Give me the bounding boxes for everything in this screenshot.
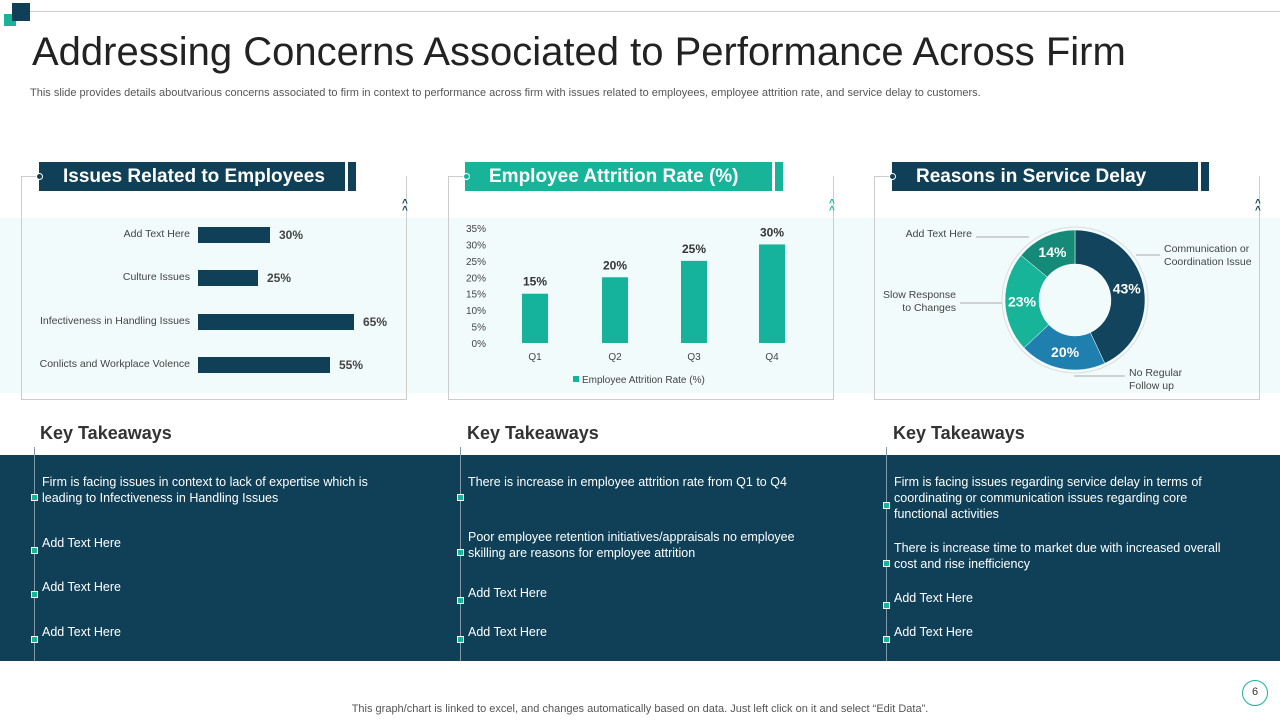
slice-category-label: Slow Response to Changes [883, 289, 956, 314]
bullet-icon [31, 591, 38, 598]
bar-category-label: Add Text Here [123, 228, 190, 240]
legend-label: Employee Attrition Rate (%) [582, 375, 705, 386]
y-tick-label: 0% [472, 339, 487, 350]
y-tick-label: 5% [472, 323, 487, 334]
x-tick-label: Q3 [687, 352, 701, 363]
page-title: Addressing Concerns Associated to Perfor… [32, 30, 1126, 74]
slice-value-label: 43% [1113, 280, 1142, 296]
page-number: 6 [1242, 680, 1268, 706]
bar-value-label: 30% [760, 225, 784, 239]
bullet-icon [31, 636, 38, 643]
slice-value-label: 20% [1051, 344, 1080, 360]
panel-header-service: Reasons in Service Delay [892, 162, 1198, 191]
chevron-up-icon: ^ ^ [402, 198, 408, 216]
bar-value-label: 25% [267, 271, 292, 285]
panel-service [874, 176, 1260, 400]
bar [198, 227, 270, 243]
logo-square-dark [12, 3, 30, 21]
bar [198, 314, 354, 330]
panel-header-attrition: Employee Attrition Rate (%) [465, 162, 772, 191]
chevron-up-icon: ^ ^ [1255, 198, 1261, 216]
bullet-icon [31, 494, 38, 501]
y-tick-label: 15% [466, 290, 486, 301]
takeaway-item: Firm is facing issues regarding service … [894, 475, 1202, 521]
bullet-icon [457, 494, 464, 501]
slice-category-label: Communication or Coordination Issue [1164, 243, 1252, 268]
bar [522, 293, 548, 343]
bar-value-label: 65% [363, 315, 388, 329]
donut-slice [1020, 229, 1076, 278]
slice-category-label: No Regular Follow up [1129, 367, 1183, 392]
bar [602, 277, 628, 343]
page-subtitle: This slide provides details aboutvarious… [30, 87, 981, 99]
takeaway-item: Poor employee retention initiatives/appr… [468, 530, 795, 560]
donut-slice [1074, 229, 1146, 364]
x-tick-label: Q2 [608, 352, 622, 363]
takeaways-heading: Key Takeaways [893, 423, 1025, 443]
divider [30, 11, 1280, 12]
attrition-bar-chart: 0% 5% 10% 15% 20% 25% 30% 35% 15% Q1 20% Q2 25% Q3 30%… [466, 224, 785, 386]
takeaway-line [34, 447, 35, 661]
bar-value-label: 15% [523, 275, 547, 289]
bullet-icon [883, 636, 890, 643]
bar-category-label: Conlicts and Workplace Volence [39, 358, 190, 370]
takeaway-item: Add Text Here [468, 586, 547, 600]
takeaway-item: Add Text Here [468, 625, 547, 639]
bar [681, 260, 707, 343]
bar [198, 357, 330, 373]
y-tick-label: 10% [466, 306, 486, 317]
y-tick-label: 30% [466, 240, 486, 251]
header-dot-icon [889, 173, 896, 180]
bullet-icon [457, 636, 464, 643]
takeaway-item: Add Text Here [42, 580, 121, 594]
x-tick-label: Q4 [765, 352, 779, 363]
footer-note: This graph/chart is linked to excel, and… [351, 703, 929, 715]
bar-value-label: 30% [279, 228, 304, 242]
takeaway-item: There is increase time to market due wit… [894, 541, 1221, 571]
chevron-up-icon: ^ ^ [829, 198, 835, 216]
takeaways-band [0, 455, 1280, 661]
bar [198, 270, 258, 286]
bar-value-label: 20% [603, 258, 627, 272]
takeaway-item: Add Text Here [42, 625, 121, 639]
bar-category-label: Infectiveness in Handling Issues [40, 315, 190, 327]
panel-issues [21, 176, 407, 400]
bar-value-label: 25% [682, 242, 706, 256]
takeaway-item: Add Text Here [894, 591, 973, 605]
bar-value-label: 55% [339, 358, 364, 372]
takeaways-heading: Key Takeaways [467, 423, 599, 443]
x-tick-label: Q1 [528, 352, 542, 363]
takeaway-item: Add Text Here [42, 536, 121, 550]
bar [759, 244, 785, 343]
header-dot-icon [36, 173, 43, 180]
bullet-icon [883, 602, 890, 609]
slice-value-label: 14% [1038, 244, 1067, 260]
panel-attrition [448, 176, 834, 400]
takeaway-item: There is increase in employee attrition … [468, 475, 787, 489]
y-tick-label: 20% [466, 273, 486, 284]
bullet-icon [457, 549, 464, 556]
slice-category-label: Add Text Here [906, 228, 973, 240]
bar-category-label: Culture Issues [122, 271, 190, 283]
service-delay-donut-chart: 43% 20% 23% 14% Communication or Coordination… [883, 226, 1252, 392]
bullet-icon [457, 597, 464, 604]
legend-swatch [573, 376, 579, 382]
takeaway-line [886, 447, 887, 661]
takeaway-item: Firm is facing issues in context to lack… [42, 475, 368, 505]
panel-header-issues: Issues Related to Employees [39, 162, 345, 191]
takeaways-heading: Key Takeaways [40, 423, 172, 443]
takeaway-item: Add Text Here [894, 625, 973, 639]
bullet-icon [883, 502, 890, 509]
bullet-icon [31, 547, 38, 554]
y-tick-label: 35% [466, 224, 486, 235]
slice-value-label: 23% [1008, 294, 1037, 310]
y-tick-label: 25% [466, 257, 486, 268]
header-dot-icon [463, 173, 470, 180]
bullet-icon [883, 560, 890, 567]
